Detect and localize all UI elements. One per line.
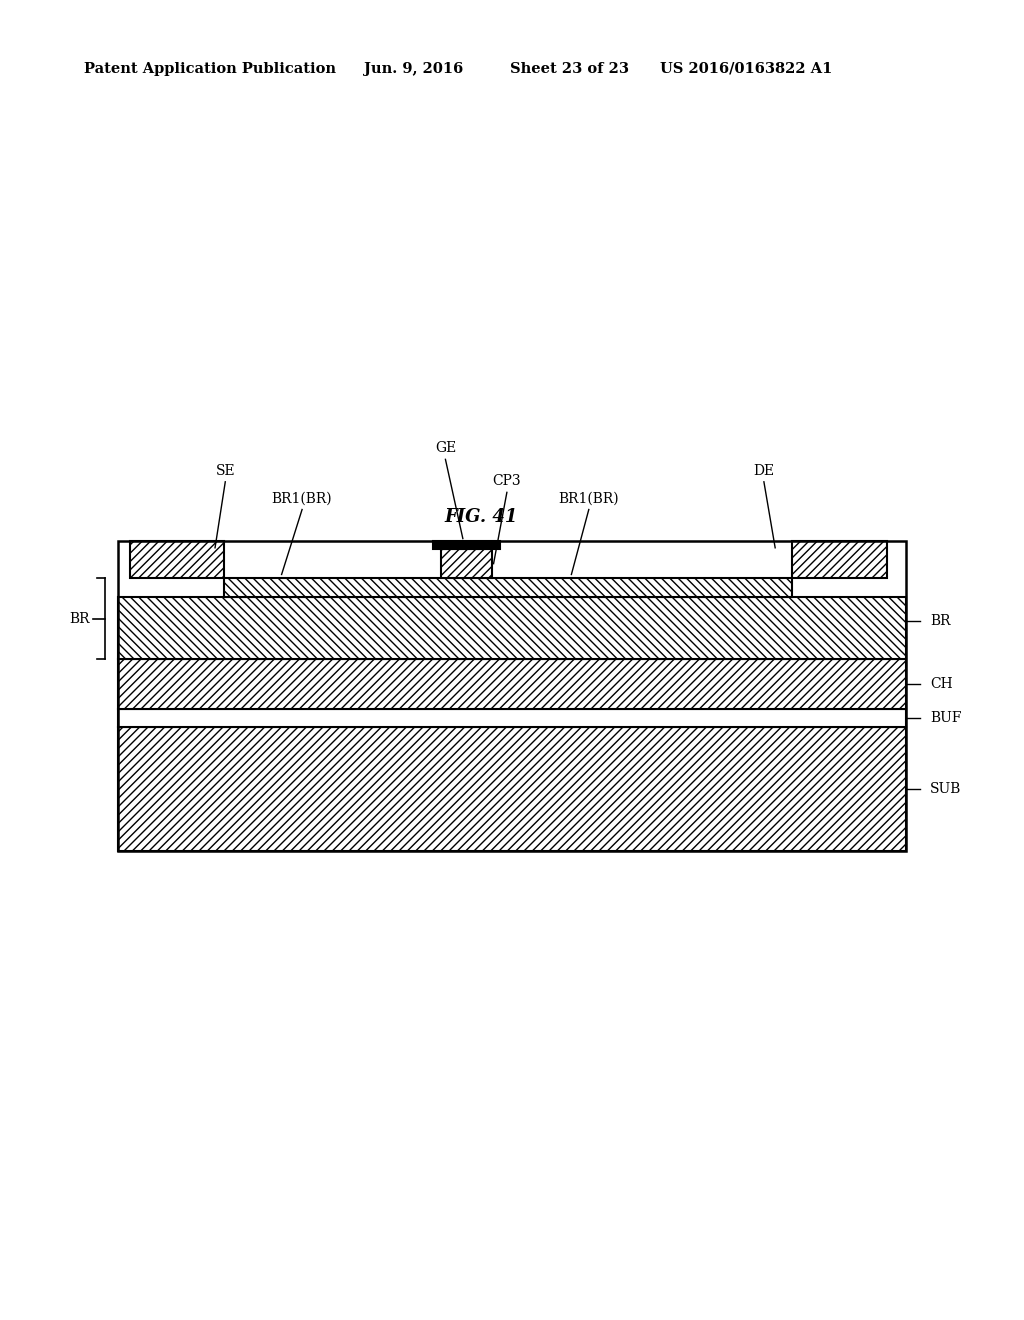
Text: BR: BR [930,614,950,628]
Text: US 2016/0163822 A1: US 2016/0163822 A1 [660,62,833,75]
Text: BR1(BR): BR1(BR) [271,491,333,506]
Text: BR: BR [70,611,90,626]
Bar [118,709,906,727]
Bar [118,597,906,659]
Text: CH: CH [930,677,952,690]
Bar [118,541,906,851]
Bar [130,541,224,578]
Text: BR1(BR): BR1(BR) [558,491,620,506]
Bar [441,549,493,578]
Bar [792,541,887,578]
Text: GE: GE [435,441,456,455]
Text: Jun. 9, 2016: Jun. 9, 2016 [364,62,463,75]
Text: FIG. 41: FIG. 41 [444,508,518,527]
Text: SE: SE [215,463,236,478]
Text: BUF: BUF [930,711,962,725]
Bar [118,659,906,709]
Bar [224,578,792,597]
Text: SUB: SUB [930,783,962,796]
Text: DE: DE [754,463,774,478]
Bar [118,727,906,851]
Text: Patent Application Publication: Patent Application Publication [84,62,336,75]
Text: CP3: CP3 [493,474,521,488]
Text: Sheet 23 of 23: Sheet 23 of 23 [510,62,629,75]
Bar [433,541,500,549]
